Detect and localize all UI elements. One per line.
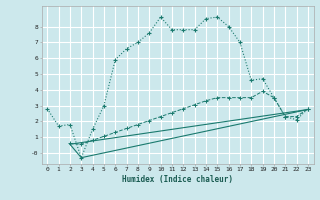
- X-axis label: Humidex (Indice chaleur): Humidex (Indice chaleur): [122, 175, 233, 184]
